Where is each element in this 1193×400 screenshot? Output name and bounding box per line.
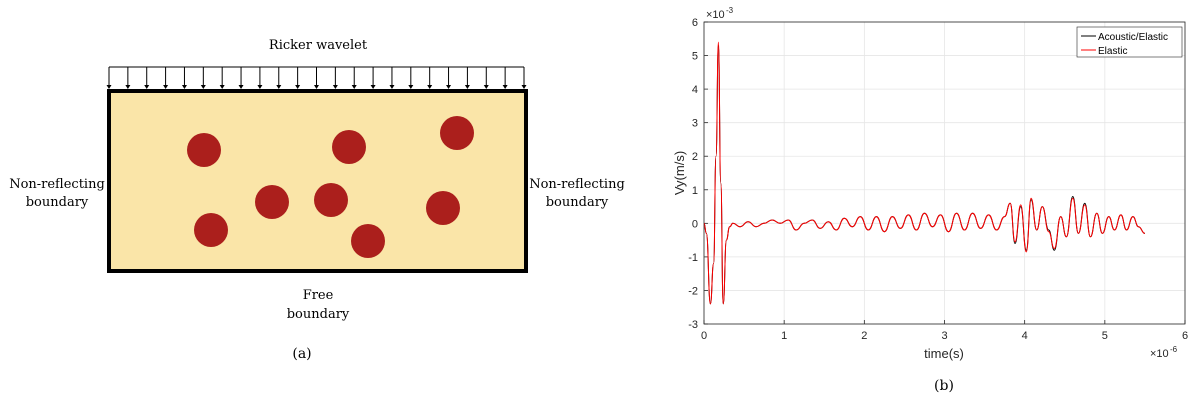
- right-boundary-label-line2: boundary: [546, 195, 609, 210]
- y-tick-label: -2: [688, 285, 698, 297]
- y-exponent-base: ×10: [706, 9, 725, 21]
- y-tick-label: 6: [692, 17, 698, 29]
- arrow-head: [389, 85, 395, 89]
- arrow-head: [200, 85, 206, 89]
- left-boundary-label-line1: Non-reflecting: [9, 177, 105, 192]
- x-tick-labels: 0 1 2 3 4 5 6: [701, 330, 1188, 342]
- inclusion-circle: [351, 224, 385, 258]
- inclusion-circle: [440, 116, 474, 150]
- left-boundary-label-line2: boundary: [26, 195, 89, 210]
- arrow-head: [106, 85, 112, 89]
- y-tick-label: 0: [692, 218, 698, 230]
- x-axis-label: time(s): [924, 346, 964, 361]
- arrow-head: [125, 85, 131, 89]
- arrow-head: [144, 85, 150, 89]
- y-tick-labels: -3 -2 -1 0 1 2 3 4 5 6: [688, 17, 698, 331]
- y-tick-label: -1: [688, 252, 698, 264]
- arrow-head: [332, 85, 338, 89]
- legend-label-series-1: Elastic: [1098, 46, 1127, 57]
- caption-a: (a): [292, 346, 311, 362]
- arrow-head: [351, 85, 357, 89]
- inclusion-circle: [332, 130, 366, 164]
- y-tick-label: 2: [692, 151, 698, 163]
- inclusion-circle: [194, 213, 228, 247]
- x-tick-label: 1: [781, 330, 787, 342]
- caption-b: (b): [934, 378, 954, 394]
- panel-a-diagram: Ricker wavelet Non-reflecting boundary N…: [9, 38, 625, 362]
- y-tick-label: 4: [692, 84, 698, 96]
- series-lines: [703, 41, 1146, 305]
- y-tick-label: 3: [692, 118, 698, 130]
- arrow-head: [238, 85, 244, 89]
- y-tick-label: 1: [692, 185, 698, 197]
- x-exponent-base: ×10: [1150, 348, 1169, 360]
- x-tick-label: 2: [861, 330, 867, 342]
- arrow-head: [370, 85, 376, 89]
- load-arrows: [106, 66, 527, 89]
- y-exponent-power: -3: [726, 6, 734, 15]
- y-tick-label: -3: [688, 319, 698, 331]
- legend: Acoustic/Elastic Elastic: [1076, 26, 1183, 58]
- arrow-head: [521, 85, 527, 89]
- arrow-head: [257, 85, 263, 89]
- arrow-head: [276, 85, 282, 89]
- arrow-head: [446, 85, 452, 89]
- arrow-head: [314, 85, 319, 89]
- bottom-boundary-label-line2: boundary: [287, 307, 350, 322]
- panel-b-chart: -3 -2 -1 0 1 2 3 4 5 6 0 1 2 3 4 5 6 ×10 -3 ×10 -6 time…: [672, 6, 1188, 394]
- inclusions-group: [187, 116, 474, 258]
- arrow-head: [295, 85, 301, 89]
- x-tick-label: 5: [1102, 330, 1108, 342]
- inclusion-circle: [314, 183, 348, 217]
- y-axis-label: Vy(m/s): [672, 151, 687, 195]
- arrow-head: [408, 85, 414, 89]
- x-tick-label: 3: [941, 330, 947, 342]
- arrow-head: [464, 85, 470, 89]
- inclusion-circle: [255, 185, 289, 219]
- series-line-1: [703, 41, 1146, 305]
- chart-grid: [703, 21, 1186, 325]
- arrow-head: [181, 85, 187, 89]
- arrow-head: [427, 85, 433, 89]
- x-exponent-power: -6: [1170, 345, 1178, 354]
- legend-box: [1076, 26, 1183, 58]
- inclusion-circle: [426, 191, 460, 225]
- inclusion-circle: [187, 133, 221, 167]
- bottom-boundary-label-line1: Free: [303, 288, 334, 303]
- arrow-head: [502, 85, 508, 89]
- ricker-wavelet-label: Ricker wavelet: [269, 38, 368, 53]
- x-tick-label: 4: [1022, 330, 1028, 342]
- x-tick-label: 6: [1182, 330, 1188, 342]
- legend-label-series-0: Acoustic/Elastic: [1098, 32, 1168, 43]
- series-line-0: [703, 44, 1146, 305]
- arrow-head: [163, 85, 169, 89]
- y-tick-label: 5: [692, 51, 698, 63]
- right-boundary-label-line1: Non-reflecting: [529, 177, 625, 192]
- arrow-head: [219, 85, 225, 89]
- x-tick-label: 0: [701, 330, 707, 342]
- plot-area-frame: [703, 21, 1186, 325]
- arrow-head: [483, 85, 489, 89]
